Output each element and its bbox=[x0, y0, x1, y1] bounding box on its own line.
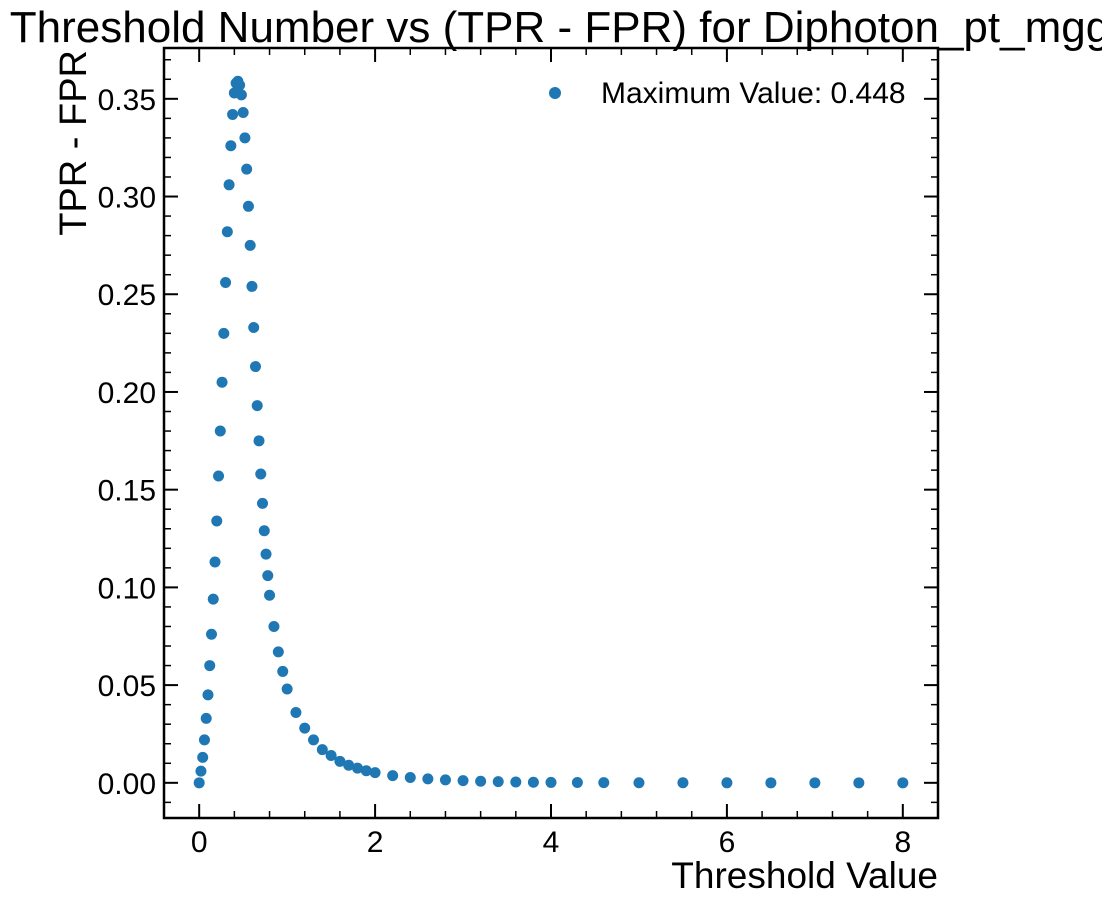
data-point bbox=[237, 106, 249, 118]
y-tick-label: 0.15 bbox=[98, 475, 156, 508]
data-point bbox=[246, 280, 258, 292]
data-point bbox=[598, 777, 610, 789]
data-point bbox=[316, 744, 328, 756]
data-point bbox=[264, 589, 276, 601]
data-point bbox=[299, 722, 311, 734]
legend: Maximum Value: 0.448 bbox=[549, 77, 906, 110]
y-tick-label: 0.20 bbox=[98, 377, 156, 410]
data-point bbox=[204, 660, 216, 672]
data-point bbox=[457, 775, 469, 787]
data-point bbox=[197, 751, 209, 763]
x-tick-label: 8 bbox=[894, 826, 911, 859]
data-point bbox=[277, 665, 289, 677]
y-tick-label: 0.10 bbox=[98, 572, 156, 605]
x-tick-label: 6 bbox=[719, 826, 736, 859]
data-point bbox=[677, 777, 689, 789]
data-point bbox=[207, 593, 219, 605]
y-axis-label: TPR - FPR bbox=[53, 50, 95, 236]
data-point bbox=[255, 468, 267, 480]
data-point bbox=[360, 765, 372, 777]
data-point bbox=[260, 548, 272, 560]
data-point bbox=[439, 774, 451, 786]
data-point bbox=[198, 734, 210, 746]
data-point bbox=[251, 400, 263, 412]
data-point bbox=[334, 755, 346, 767]
data-point bbox=[633, 777, 645, 789]
y-tick-label: 0.05 bbox=[98, 670, 156, 703]
data-point bbox=[268, 620, 280, 632]
data-point bbox=[225, 140, 237, 152]
x-tick-label: 0 bbox=[191, 826, 208, 859]
legend-label: Maximum Value: 0.448 bbox=[601, 77, 906, 110]
data-point bbox=[221, 226, 233, 238]
data-point bbox=[369, 767, 381, 779]
data-point bbox=[262, 570, 274, 582]
data-point bbox=[809, 777, 821, 789]
data-point bbox=[253, 435, 265, 447]
data-point bbox=[213, 470, 225, 482]
data-point bbox=[545, 776, 557, 788]
data-point bbox=[404, 772, 416, 784]
data-point bbox=[475, 775, 487, 787]
data-point bbox=[205, 628, 217, 640]
y-tick-label: 0.25 bbox=[98, 279, 156, 312]
y-tick-label: 0.30 bbox=[98, 182, 156, 215]
data-point bbox=[248, 321, 260, 333]
data-point bbox=[202, 689, 214, 701]
chart-title: Threshold Number vs (TPR - FPR) for Diph… bbox=[10, 3, 1102, 52]
data-point bbox=[257, 497, 269, 509]
data-point bbox=[422, 773, 434, 785]
data-point bbox=[244, 239, 256, 251]
y-tick-label: 0.35 bbox=[98, 84, 156, 117]
data-point bbox=[241, 163, 253, 175]
data-point bbox=[308, 734, 320, 746]
data-point bbox=[211, 515, 223, 527]
data-point bbox=[527, 776, 539, 788]
legend-marker bbox=[549, 87, 561, 99]
data-point bbox=[234, 79, 246, 91]
data-point bbox=[765, 777, 777, 789]
data-point bbox=[352, 762, 363, 774]
data-point bbox=[216, 376, 228, 388]
data-point bbox=[571, 777, 583, 789]
data-points bbox=[193, 75, 909, 789]
data-point bbox=[242, 200, 254, 212]
data-point bbox=[235, 89, 247, 101]
data-point bbox=[272, 646, 284, 658]
x-tick-label: 4 bbox=[543, 826, 560, 859]
data-point bbox=[223, 179, 235, 191]
data-point bbox=[249, 361, 261, 373]
data-point bbox=[510, 776, 522, 788]
x-tick-label: 2 bbox=[367, 826, 384, 859]
data-point bbox=[290, 706, 302, 718]
data-point bbox=[853, 777, 865, 789]
data-point bbox=[325, 749, 337, 761]
data-point bbox=[281, 683, 293, 695]
data-point bbox=[239, 132, 251, 144]
data-point bbox=[258, 525, 270, 537]
x-axis-label: Threshold Value bbox=[671, 855, 938, 896]
axis-ticks: 0 2 4 6 8 0.00 0.05 0.10 0.15 0.20 0.25 0.30 0.35 bbox=[98, 48, 938, 859]
data-point bbox=[343, 759, 355, 771]
data-point bbox=[218, 327, 230, 339]
data-point bbox=[209, 556, 221, 568]
data-point bbox=[193, 777, 205, 789]
data-point bbox=[492, 776, 504, 788]
data-point bbox=[220, 277, 232, 289]
y-tick-label: 0.00 bbox=[98, 768, 156, 801]
data-point bbox=[721, 777, 733, 789]
plot-frame bbox=[162, 46, 940, 820]
data-point bbox=[227, 108, 239, 120]
data-point bbox=[200, 712, 212, 724]
data-point bbox=[214, 425, 226, 437]
data-point bbox=[387, 770, 399, 782]
data-point bbox=[195, 765, 207, 777]
data-point bbox=[897, 777, 909, 789]
